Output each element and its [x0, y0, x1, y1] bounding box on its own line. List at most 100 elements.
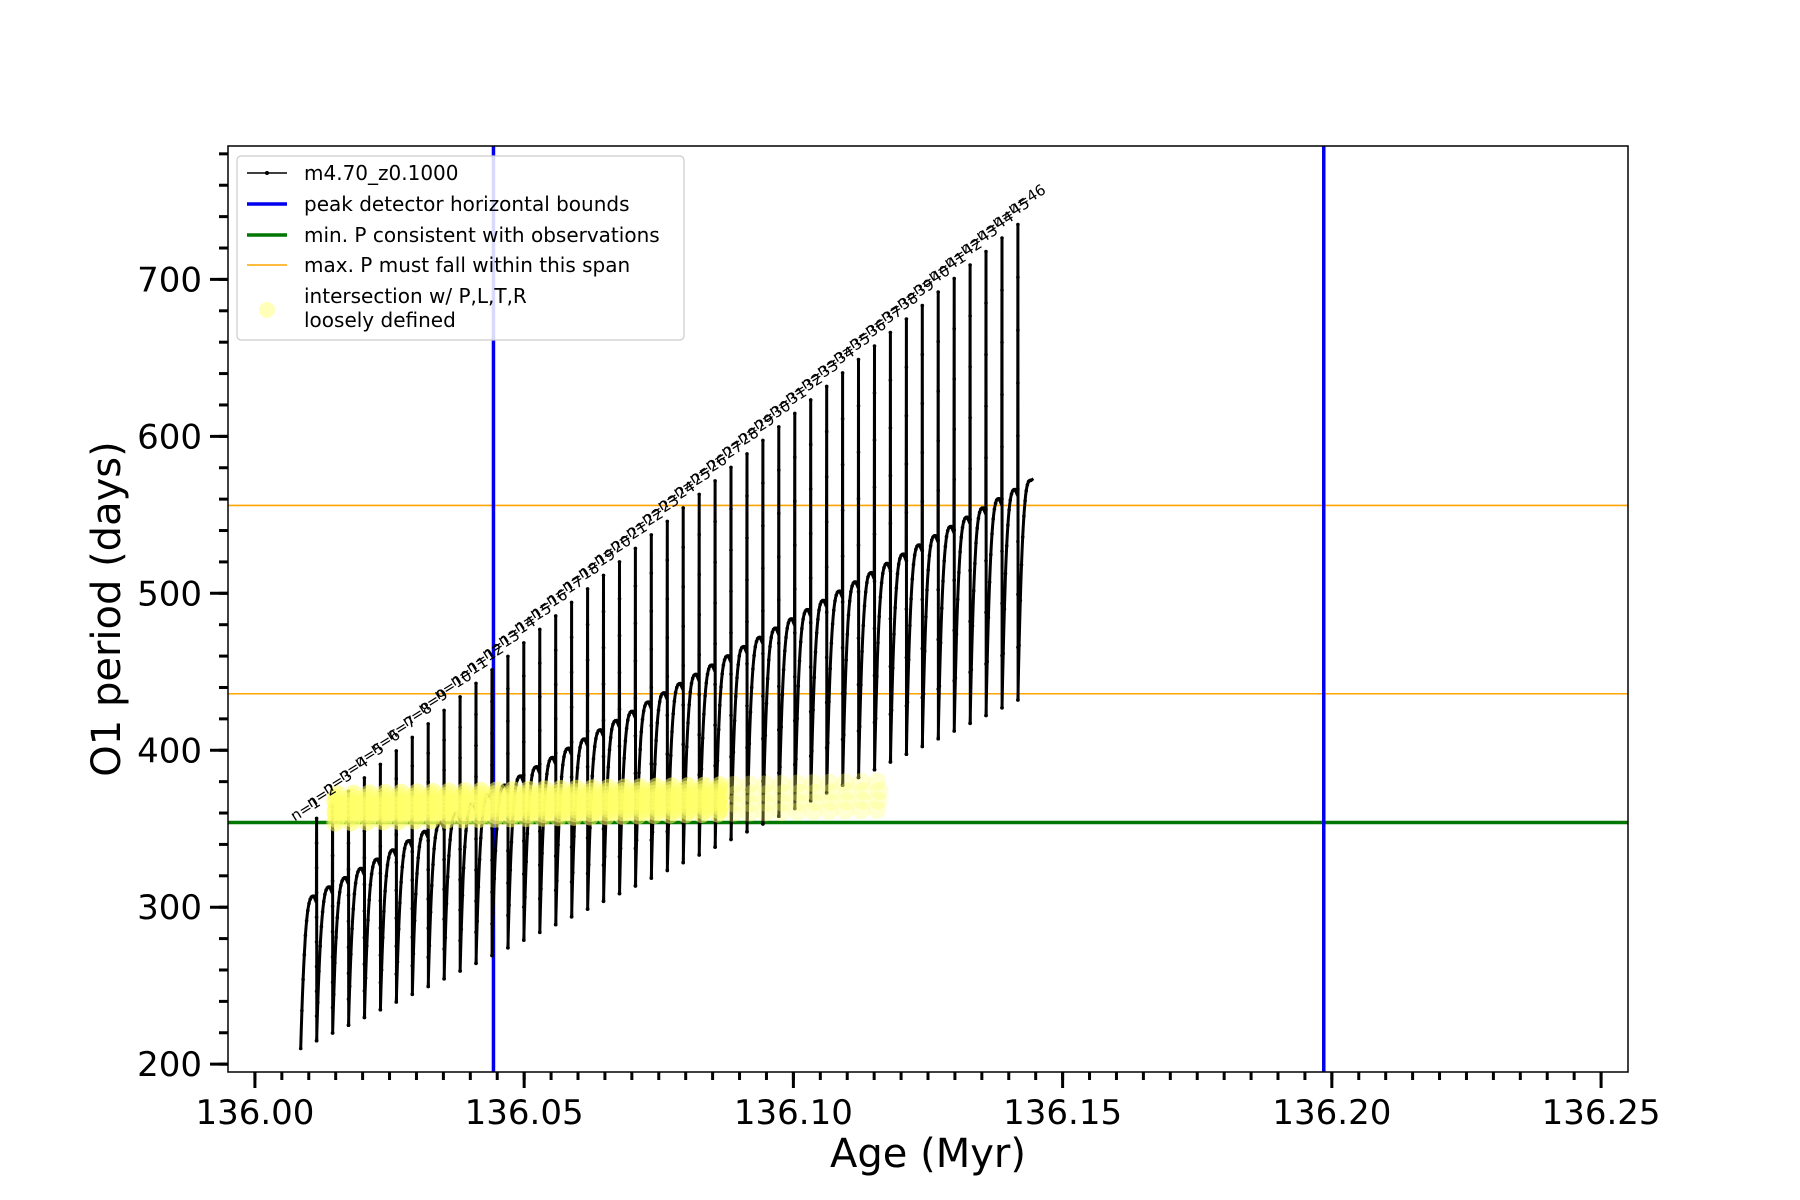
- series-marker: [669, 753, 673, 758]
- series-marker: [649, 838, 654, 842]
- series-marker: [914, 547, 918, 551]
- series-marker: [936, 637, 940, 642]
- series-marker: [601, 682, 606, 686]
- series-marker: [984, 301, 988, 305]
- series-marker: [394, 860, 399, 865]
- series-marker: [690, 676, 695, 680]
- intersection-point: [852, 773, 871, 791]
- series-marker: [653, 762, 657, 766]
- intersection-point: [853, 791, 872, 810]
- intersection-point: [836, 801, 855, 820]
- series-marker: [359, 866, 364, 871]
- series-marker: [1016, 222, 1020, 227]
- series-marker: [327, 885, 332, 889]
- intersection-point: [774, 784, 793, 803]
- series-marker: [936, 439, 940, 443]
- series-marker: [879, 581, 884, 585]
- series-marker: [936, 488, 940, 493]
- series-marker: [633, 884, 638, 888]
- series-marker: [362, 962, 367, 966]
- series-marker: [990, 532, 994, 536]
- series-marker: [793, 455, 797, 460]
- legend-label-blue: peak detector horizontal bounds: [304, 192, 630, 216]
- intersection-point: [503, 781, 522, 800]
- series-marker: [343, 875, 348, 880]
- intersection-point: [328, 785, 347, 804]
- series-marker: [844, 658, 848, 662]
- series-marker: [458, 877, 462, 882]
- series-marker: [922, 649, 927, 653]
- series-marker: [824, 791, 829, 795]
- y-tick-label: 300: [137, 888, 202, 928]
- series-marker: [378, 980, 383, 985]
- series-marker: [729, 672, 733, 676]
- series-marker: [307, 901, 311, 906]
- legend-swatch-intersection: [259, 302, 275, 318]
- series-marker: [490, 922, 494, 926]
- series-marker: [745, 704, 749, 708]
- series-marker: [813, 650, 818, 654]
- series-marker: [330, 929, 335, 934]
- series-marker: [893, 606, 897, 610]
- series-marker: [810, 749, 814, 753]
- series-marker: [713, 601, 717, 605]
- series-marker: [808, 398, 813, 402]
- series-marker: [617, 891, 622, 896]
- series-marker: [569, 740, 574, 744]
- series-marker: [952, 477, 956, 482]
- series-marker: [314, 964, 319, 969]
- series-marker: [827, 699, 831, 704]
- series-marker: [953, 676, 958, 680]
- series-marker: [458, 725, 462, 730]
- series-marker: [594, 736, 598, 741]
- series-marker: [793, 587, 797, 591]
- series-marker: [777, 511, 781, 516]
- series-marker: [346, 867, 351, 872]
- series-marker: [569, 880, 574, 884]
- intersection-point: [471, 781, 490, 800]
- series-marker: [569, 915, 574, 919]
- series-marker: [569, 635, 574, 640]
- series-marker: [474, 868, 478, 872]
- intersection-point: [788, 774, 807, 793]
- series-marker: [368, 883, 373, 887]
- intersection-point: [695, 776, 713, 795]
- series-marker: [699, 767, 704, 771]
- series-marker: [330, 904, 335, 909]
- series-marker: [930, 538, 934, 542]
- series-marker: [736, 663, 740, 667]
- series-marker: [423, 829, 428, 834]
- series-marker: [719, 685, 723, 689]
- series-marker: [314, 1038, 319, 1043]
- series-marker: [912, 553, 917, 557]
- series-marker: [735, 676, 739, 680]
- series-marker: [697, 572, 701, 577]
- series-marker: [507, 903, 511, 907]
- series-marker: [317, 969, 321, 973]
- series-marker: [706, 667, 711, 671]
- series-marker: [761, 736, 765, 741]
- series-marker: [626, 718, 630, 722]
- series-marker: [643, 704, 647, 708]
- series-marker: [761, 481, 765, 485]
- series-marker: [506, 946, 510, 950]
- series-marker: [1018, 598, 1023, 603]
- series-marker: [824, 746, 829, 750]
- series-marker: [474, 743, 478, 748]
- series-marker: [904, 752, 909, 756]
- series-marker: [904, 607, 909, 611]
- series-marker: [617, 670, 622, 675]
- legend-frame: [236, 155, 685, 341]
- series-marker: [553, 614, 558, 618]
- series-marker: [713, 764, 717, 768]
- series-marker: [442, 917, 446, 921]
- series-marker: [1000, 288, 1004, 293]
- series-marker: [538, 930, 542, 935]
- series-marker: [460, 893, 465, 898]
- series-marker: [665, 597, 670, 601]
- series-marker: [729, 837, 733, 842]
- series-marker: [892, 632, 896, 636]
- series-marker: [657, 700, 662, 704]
- series-marker: [522, 740, 526, 744]
- series-marker: [426, 751, 431, 755]
